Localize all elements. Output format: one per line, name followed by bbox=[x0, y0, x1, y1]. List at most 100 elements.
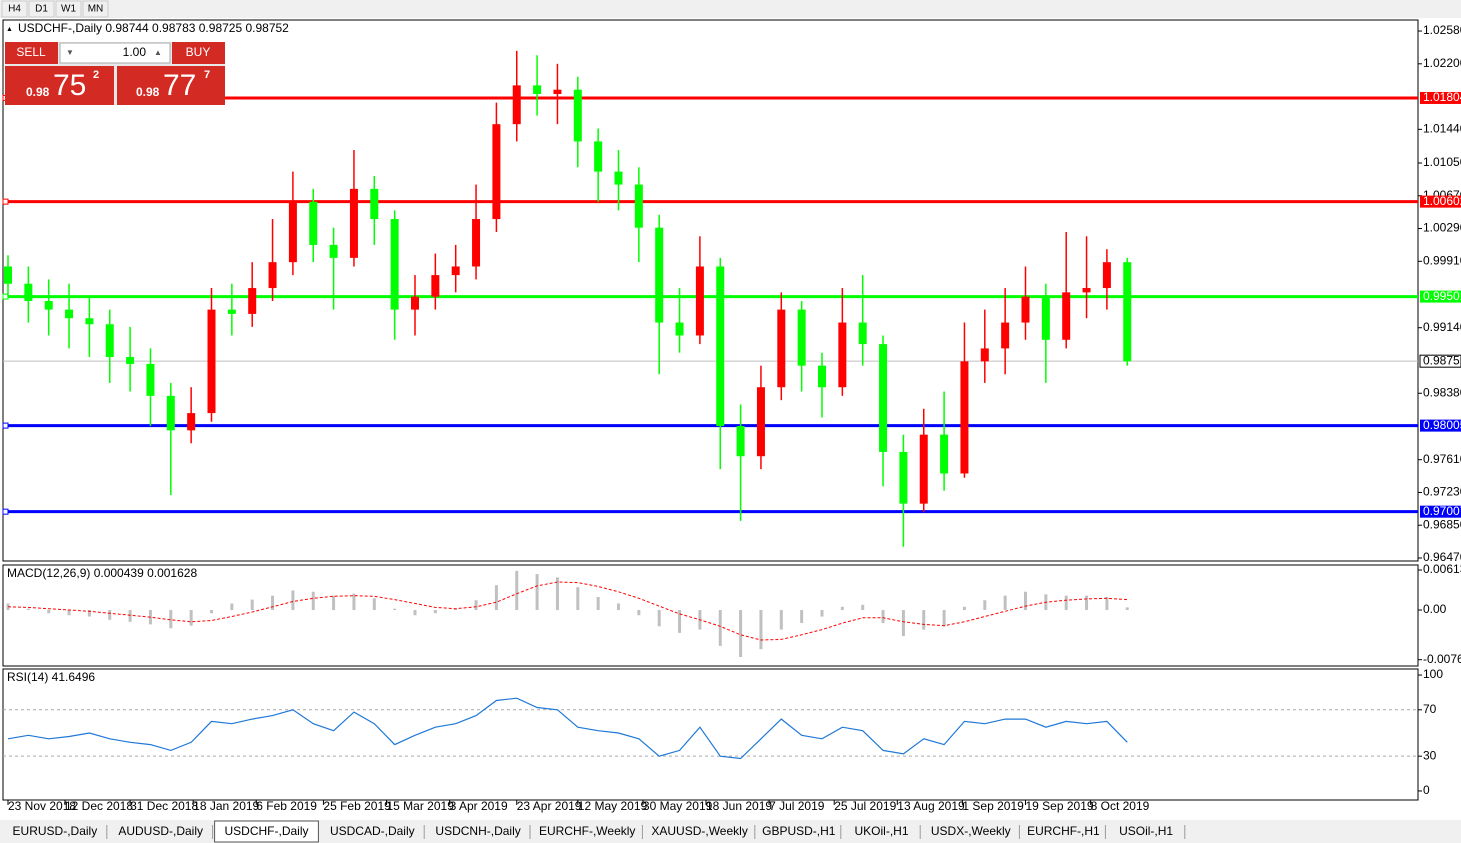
chart-tab-label[interactable]: USDX-,Weekly bbox=[931, 824, 1011, 838]
candle-body bbox=[1082, 288, 1091, 293]
y-tick-label: 0.96470 bbox=[1423, 550, 1461, 564]
y-tick-label: 1.01050 bbox=[1423, 155, 1461, 169]
chart-tab[interactable] bbox=[644, 823, 755, 840]
chart-tab-label[interactable]: USOil-,H1 bbox=[1119, 824, 1173, 838]
chart-tab[interactable] bbox=[922, 823, 1020, 840]
candle-body bbox=[411, 296, 419, 310]
level-label: 1.01804 bbox=[1423, 90, 1461, 104]
rsi-line bbox=[7, 697, 1128, 760]
timeframe-button[interactable] bbox=[1, 0, 28, 18]
chart-tab-label[interactable]: UKOil-,H1 bbox=[854, 824, 908, 838]
chart-tab[interactable] bbox=[532, 823, 643, 840]
x-tick-label: 12 May 2019 bbox=[578, 799, 648, 813]
candle-body bbox=[919, 434, 928, 504]
candle-body bbox=[777, 309, 786, 388]
chart-tab[interactable] bbox=[1107, 823, 1185, 840]
x-tick-label: 8 Oct 2019 bbox=[1091, 799, 1150, 813]
x-tick-label: 18 Jan 2019 bbox=[193, 799, 259, 813]
candle-body bbox=[126, 357, 135, 364]
lot-input[interactable] bbox=[59, 42, 171, 64]
chart-tab-label[interactable]: EURCHF-,H1 bbox=[1027, 824, 1100, 838]
sell-price-sup: 2 bbox=[93, 69, 99, 81]
candle-body bbox=[1062, 292, 1071, 340]
candle-body bbox=[248, 288, 257, 314]
candle-body bbox=[166, 395, 175, 431]
candle-body bbox=[573, 89, 582, 142]
signal-line bbox=[7, 581, 1128, 641]
timeframe-button[interactable] bbox=[55, 0, 82, 18]
chart-tab-label[interactable]: USDCAD-,Daily bbox=[330, 824, 415, 838]
level-label: 1.00602 bbox=[1423, 194, 1461, 208]
x-tick-label: 25 Jul 2019 bbox=[834, 799, 896, 813]
chart-tab-label[interactable]: EURCHF-,Weekly bbox=[539, 824, 635, 838]
candle-body bbox=[390, 219, 399, 310]
candle-body bbox=[879, 344, 888, 452]
buy-price-box[interactable] bbox=[117, 66, 225, 105]
y-tick-label: 0.00 bbox=[1423, 602, 1447, 616]
sell-label[interactable]: SELL bbox=[16, 45, 46, 59]
lot-up[interactable]: ▲ bbox=[154, 48, 162, 57]
y-tick-label: 1.02200 bbox=[1423, 56, 1461, 70]
candle-body bbox=[899, 451, 908, 504]
candle-body bbox=[268, 262, 277, 289]
chart-tab[interactable] bbox=[108, 823, 213, 840]
candle-body bbox=[634, 184, 643, 228]
buy-button[interactable] bbox=[172, 42, 225, 64]
lot-value[interactable]: 1.00 bbox=[123, 45, 147, 59]
y-tick-label: 70 bbox=[1423, 702, 1437, 716]
candle-body bbox=[1021, 296, 1030, 323]
level-label-box bbox=[1420, 91, 1461, 104]
lot-down[interactable]: ▼ bbox=[66, 48, 74, 57]
candle-body bbox=[431, 275, 440, 297]
chart-tab[interactable] bbox=[1021, 823, 1106, 840]
level-label-box bbox=[1420, 419, 1461, 432]
candle-body bbox=[146, 363, 155, 396]
candle-body bbox=[980, 348, 989, 362]
buy-label[interactable]: BUY bbox=[186, 45, 211, 59]
y-tick-label: 30 bbox=[1423, 748, 1437, 762]
candle-body bbox=[1102, 262, 1111, 289]
chart-tab-label[interactable]: EURUSD-,Daily bbox=[13, 824, 98, 838]
level-label: 0.98005 bbox=[1423, 418, 1461, 432]
sell-button[interactable] bbox=[5, 42, 58, 64]
chart-tab-label[interactable]: USDCHF-,Daily bbox=[225, 824, 309, 838]
sell-price-big: 75 bbox=[53, 69, 86, 102]
level-handle bbox=[2, 422, 9, 429]
timeframe-button[interactable] bbox=[28, 0, 55, 18]
chart-tab[interactable] bbox=[3, 823, 107, 840]
chart-tab[interactable] bbox=[214, 820, 319, 843]
candle-body bbox=[24, 283, 33, 301]
level-label-box bbox=[1420, 505, 1461, 518]
x-tick-label: 25 Feb 2019 bbox=[323, 799, 391, 813]
candle-body bbox=[818, 365, 826, 388]
timeframe-label[interactable]: D1 bbox=[35, 4, 48, 15]
chart-tab[interactable] bbox=[842, 823, 921, 840]
candle-body bbox=[695, 266, 704, 336]
timeframe-label[interactable]: H4 bbox=[8, 4, 21, 15]
candle-body bbox=[756, 387, 765, 457]
y-tick-label: 1.02580 bbox=[1423, 23, 1461, 37]
timeframe-label[interactable]: MN bbox=[88, 4, 104, 15]
timeframe-label[interactable]: W1 bbox=[61, 4, 76, 15]
chart-tab[interactable] bbox=[320, 823, 425, 840]
candle-body bbox=[65, 309, 74, 319]
candle-body bbox=[1123, 262, 1132, 362]
timeframe-button[interactable] bbox=[82, 0, 109, 18]
chart-tab[interactable] bbox=[756, 823, 841, 840]
chart-tab-label[interactable]: USDCNH-,Daily bbox=[435, 824, 520, 838]
candle-body bbox=[4, 266, 12, 284]
candle-body bbox=[1001, 322, 1010, 349]
chart-tab-label[interactable]: GBPUSD-,H1 bbox=[762, 824, 836, 838]
chart-tab-label[interactable]: XAUUSD-,Weekly bbox=[651, 824, 747, 838]
y-tick-label: 0 bbox=[1423, 783, 1430, 797]
sell-price-box[interactable] bbox=[5, 66, 114, 105]
chart-tab-label[interactable]: AUDUSD-,Daily bbox=[118, 824, 203, 838]
chart-tab[interactable] bbox=[426, 823, 530, 840]
